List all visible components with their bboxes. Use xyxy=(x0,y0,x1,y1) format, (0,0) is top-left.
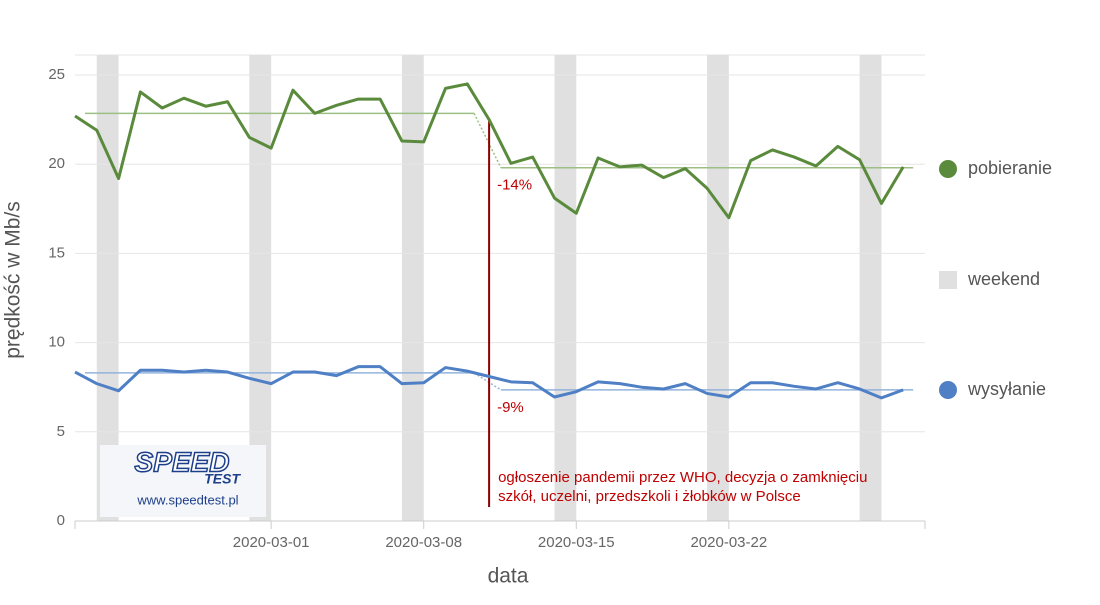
logo: SPEED TEST www.speedtest.pl xyxy=(100,445,266,517)
weekend-band xyxy=(859,55,882,521)
event-text: szkół, uczelni, przedszkoli i żłobków w … xyxy=(498,488,801,505)
weekend-band xyxy=(96,55,119,521)
change-label: -9% xyxy=(497,399,524,416)
y-tick-label: 0 xyxy=(57,512,65,529)
y-tick-label: 15 xyxy=(48,244,65,261)
average-transition xyxy=(473,372,502,391)
series-line xyxy=(74,82,905,220)
y-tick-label: 20 xyxy=(48,155,65,172)
legend-label: wysyłanie xyxy=(967,379,1046,399)
y-tick-label: 10 xyxy=(48,334,65,351)
event-text: ogłoszenie pandemii przez WHO, decyzja o… xyxy=(498,469,867,486)
weekend-band xyxy=(707,55,729,521)
y-axis-title: prędkość w Mb/s xyxy=(2,201,25,359)
weekend-band xyxy=(554,55,577,521)
x-tick-label: 2020-03-01 xyxy=(233,534,310,551)
x-axis-title: data xyxy=(488,565,529,588)
x-tick-label: 2020-03-08 xyxy=(385,534,462,551)
y-tick-label: 25 xyxy=(48,66,65,83)
x-tick-label: 2020-03-15 xyxy=(538,534,615,551)
logo-word: TEST xyxy=(204,471,241,487)
weekend-band xyxy=(249,55,272,521)
legend-swatch xyxy=(939,381,957,399)
weekend-band xyxy=(401,55,424,521)
legend-label: pobieranie xyxy=(968,158,1052,178)
logo-word: SPEED xyxy=(135,446,230,477)
series-line xyxy=(74,365,904,400)
x-tick-label: 2020-03-22 xyxy=(690,534,767,551)
y-tick-label: 5 xyxy=(57,423,65,440)
change-label: -14% xyxy=(497,177,532,194)
logo-box xyxy=(100,445,266,517)
logo-url: www.speedtest.pl xyxy=(136,492,238,507)
legend-swatch xyxy=(939,160,957,178)
legend-label: weekend xyxy=(967,269,1040,289)
legend-swatch xyxy=(939,271,957,289)
